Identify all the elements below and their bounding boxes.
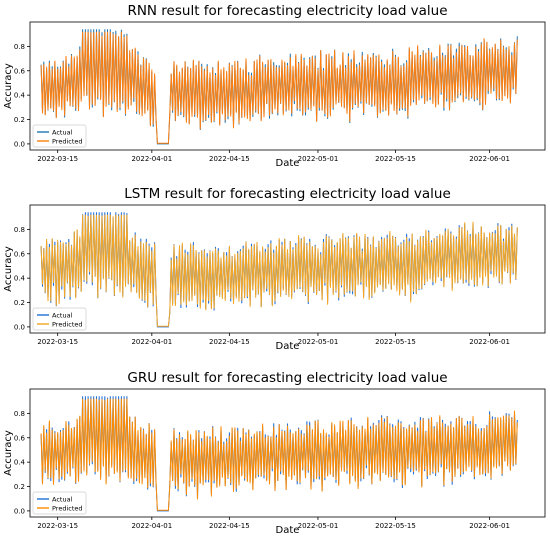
plot-frame [29,204,546,334]
legend-label-actual: Actual [52,311,73,319]
legend-label-actual: Actual [52,128,73,136]
y-tick-label: 0.0 [14,140,25,148]
y-tick-label: 0.2 [14,116,25,124]
series-line-predicted [40,398,518,511]
x-tick-label: 2022-03-15 [37,155,78,163]
legend-label-predicted: Predicted [52,504,83,512]
y-tick-label: 0.4 [14,275,26,283]
x-tick-label: 2022-03-15 [37,338,78,346]
x-tick-label: 2022-05-15 [375,522,416,530]
y-tick-label: 0.4 [14,92,26,100]
x-tick-label: 2022-04-01 [131,338,172,346]
chart-panel-2: LSTM result for forecasting electricity … [3,186,546,352]
y-tick-label: 0.2 [14,299,25,307]
y-axis-label: Accuracy [3,430,14,476]
y-tick-label: 0.8 [14,410,25,418]
x-axis-label: Date [276,158,300,169]
plot-frame [29,388,546,518]
chart-panel-1: RNN result for forecasting electricity l… [3,3,546,169]
y-axis-label: Accuracy [3,63,14,109]
x-tick-label: 2022-04-01 [131,522,172,530]
legend-label-predicted: Predicted [52,137,83,145]
y-axis-label: Accuracy [3,246,14,292]
x-tick-label: 2022-05-15 [375,338,416,346]
y-tick-label: 0.8 [14,43,25,51]
series-line-predicted [40,31,518,144]
x-axis-label: Date [276,525,300,536]
x-tick-label: 2022-04-01 [131,155,172,163]
chart-title: GRU result for forecasting electricity l… [127,370,447,386]
x-tick-label: 2022-03-15 [37,522,78,530]
x-tick-label: 2022-04-15 [209,155,250,163]
y-tick-label: 0.8 [14,226,25,234]
y-tick-label: 0.4 [14,459,26,467]
y-tick-label: 0.2 [14,483,25,491]
chart-title: LSTM result for forecasting electricity … [124,186,451,202]
y-tick-label: 0.6 [14,67,26,75]
chart-panel-3: GRU result for forecasting electricity l… [3,370,546,536]
x-tick-label: 2022-06-01 [469,522,510,530]
x-tick-label: 2022-05-15 [375,155,416,163]
y-tick-label: 0.6 [14,434,26,442]
x-tick-label: 2022-05-01 [298,155,339,163]
x-tick-label: 2022-05-01 [298,338,339,346]
y-tick-label: 0.6 [14,250,26,258]
chart-title: RNN result for forecasting electricity l… [127,3,447,19]
x-tick-label: 2022-05-01 [298,522,339,530]
x-tick-label: 2022-04-15 [209,522,250,530]
y-tick-label: 0.0 [14,323,25,331]
legend-label-predicted: Predicted [52,320,83,328]
x-tick-label: 2022-06-01 [469,155,510,163]
x-tick-label: 2022-04-15 [209,338,250,346]
y-tick-label: 0.0 [14,507,25,515]
x-axis-label: Date [276,341,300,352]
plot-frame [29,21,546,151]
series-line-predicted [40,214,518,327]
legend-label-actual: Actual [52,495,73,503]
x-tick-label: 2022-06-01 [469,338,510,346]
